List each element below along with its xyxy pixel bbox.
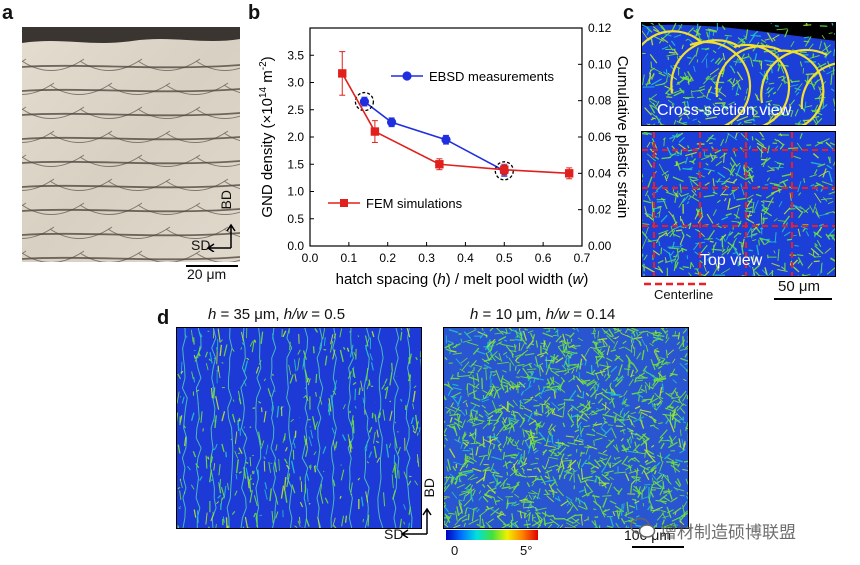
watermark-text: 增材制造硕博联盟 (660, 523, 796, 543)
sd-axis-label-a: SD (191, 237, 211, 253)
data-point-fem (564, 169, 574, 178)
legend-label-ebsd: EBSD measurements (429, 69, 554, 84)
panel-a-label: a (2, 2, 14, 24)
y-tick-label: 1.0 (287, 185, 304, 199)
gnd-map-h10 (443, 327, 689, 529)
series-line-ebsd (363, 100, 505, 172)
data-point-ebsd (387, 117, 397, 127)
y-right-axis-label: Cumulative plastic strain (614, 56, 631, 219)
y-right-tick-label: 0.12 (588, 21, 612, 35)
sd-axis-label-d: SD (384, 526, 404, 542)
gnd-density-chart: 0.0 0.1 0.2 0.3 0.4 0.5 0.6 0.7 0.0 0.5 1.0 1.5 2.0 2… (258, 21, 631, 288)
x-tick-label: 0.4 (457, 251, 474, 265)
scale-bar-d (632, 546, 684, 548)
colorbar-min-label: 0 (451, 543, 459, 558)
cross-section-map (641, 22, 836, 126)
x-tick-label: 0.2 (379, 251, 396, 265)
colorbar (446, 530, 538, 540)
x-tick-label: 0.1 (341, 251, 358, 265)
y-right-tick-label: 0.08 (588, 94, 612, 108)
data-point-fem (435, 160, 444, 169)
panel-b-label: b (248, 2, 261, 24)
highlight-circle (354, 91, 375, 112)
series-line-fem (341, 73, 570, 175)
y-tick-label: 0.0 (287, 239, 304, 253)
map-left-title: h = 35 μm, h/w = 0.5 (208, 306, 346, 323)
y-tick-label: 0.5 (287, 212, 304, 226)
x-tick-label: 0.5 (496, 251, 513, 265)
x-tick-label: 0.7 (574, 251, 591, 265)
axis-arrows-d (400, 507, 432, 538)
y-tick-label: 3.5 (287, 48, 304, 62)
data-point-fem (500, 165, 509, 174)
data-point-fem (370, 127, 380, 136)
cross-section-label: Cross-section view (657, 102, 792, 119)
legend-label-fem: FEM simulations (366, 196, 463, 211)
y-axis-label: GND density (×1014 m-2) (258, 56, 276, 217)
y-tick-label: 2.5 (287, 103, 304, 117)
y-tick-label: 1.5 (287, 157, 304, 171)
wechat-icon (630, 517, 656, 538)
panel-d-label: d (157, 307, 170, 329)
data-point-ebsd (359, 96, 369, 107)
y-right-tick-label: 0.06 (588, 130, 612, 144)
y-right-tick-label: 0.10 (588, 57, 612, 71)
bd-axis-label-d: BD (421, 478, 437, 498)
legend-marker-fem (340, 199, 348, 207)
scale-bar-a (186, 265, 238, 267)
scale-bar-c-label: 50 μm (778, 278, 820, 295)
scale-bar-c (774, 298, 832, 300)
x-tick-label: 0.6 (535, 251, 552, 265)
axis-arrows-a (206, 223, 236, 252)
centerline-label: Centerline (654, 287, 714, 302)
y-tick-label: 2.0 (287, 130, 304, 144)
y-right-tick-label: 0.00 (588, 239, 612, 253)
top-view-label: Top view (700, 252, 763, 269)
data-point-ebsd (441, 135, 451, 145)
map-right-title: h = 10 μm, h/w = 0.14 (470, 306, 616, 323)
panel-c-label: c (623, 2, 635, 24)
top-view-map (641, 131, 836, 277)
y-tick-label: 3.0 (287, 76, 304, 90)
bd-axis-label-a: BD (218, 190, 234, 210)
data-point-fem (338, 69, 347, 78)
scale-bar-a-label: 20 μm (187, 266, 227, 282)
gnd-map-h35 (176, 327, 422, 529)
x-tick-label: 0.3 (418, 251, 435, 265)
x-axis-label: hatch spacing (h) / melt pool width (w) (336, 271, 589, 288)
optical-micrograph (22, 27, 240, 262)
y-right-tick-label: 0.02 (588, 203, 612, 217)
legend-marker-ebsd (402, 71, 412, 81)
colorbar-max-label: 5° (520, 543, 533, 558)
y-right-tick-label: 0.04 (588, 166, 612, 180)
x-tick-label: 0.0 (302, 251, 319, 265)
